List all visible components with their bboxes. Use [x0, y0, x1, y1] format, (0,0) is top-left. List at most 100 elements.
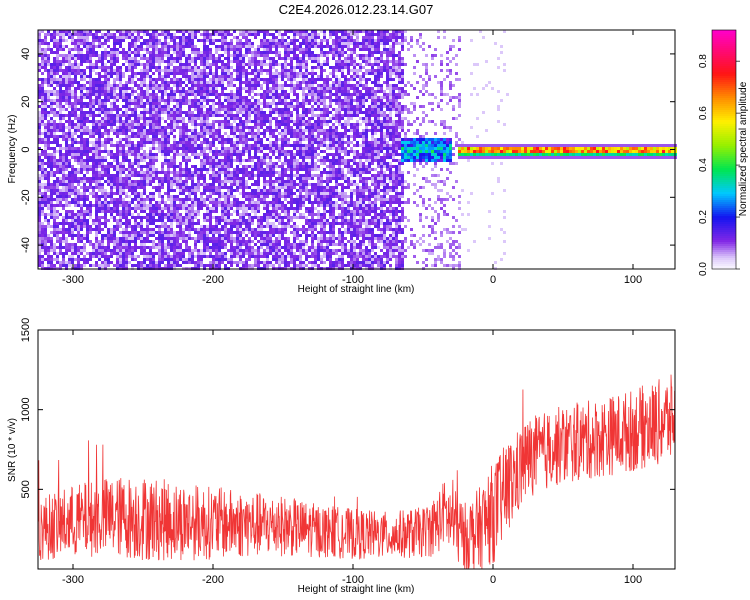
- spectrogram-cell: [170, 246, 173, 249]
- spectrogram-cell: [224, 33, 227, 36]
- spectrogram-cell: [236, 210, 239, 213]
- spectrogram-cell: [200, 228, 203, 231]
- spectrogram-cell: [212, 87, 215, 90]
- spectrogram-cell: [83, 126, 86, 129]
- spectrogram-cell: [200, 195, 203, 198]
- spectrogram-cell: [86, 42, 89, 45]
- spectrogram-cell: [185, 135, 188, 138]
- spectrogram-cell: [227, 192, 230, 195]
- spectrogram-cell: [179, 201, 182, 204]
- spectrogram-cell: [224, 156, 227, 159]
- spectrogram-cell: [203, 33, 206, 36]
- spectrogram-cell: [113, 120, 116, 123]
- spectrogram-cell: [224, 132, 227, 135]
- spectrogram-cell: [254, 126, 257, 129]
- spectrogram-cell: [86, 144, 89, 147]
- spectrogram-cell: [56, 180, 59, 183]
- spectrogram-cell: [251, 42, 254, 45]
- spectrogram-cell: [92, 141, 95, 144]
- spectrogram-cell: [38, 258, 41, 261]
- spectrogram-cell: [218, 114, 221, 117]
- spectrogram-cell: [182, 54, 185, 57]
- spectrogram-cell: [254, 258, 257, 261]
- spectrogram-cell: [227, 219, 230, 222]
- spectrogram-cell: [158, 117, 161, 120]
- spectrogram-cell: [74, 258, 77, 261]
- spectrogram-cell: [260, 93, 263, 96]
- spectrogram-cell: [119, 120, 122, 123]
- spectrogram-cell: [137, 159, 140, 162]
- spectrogram-cell: [116, 201, 119, 204]
- spectrogram-cell: [119, 90, 122, 93]
- spectrogram-cell: [164, 213, 167, 216]
- spectrogram-cell: [239, 126, 242, 129]
- spectrogram-cell: [224, 234, 227, 237]
- spectrogram-cell: [212, 138, 215, 141]
- spectrogram-cell: [170, 120, 173, 123]
- spectrogram-cell: [164, 105, 167, 108]
- spectrogram-cell: [212, 159, 215, 162]
- spectrogram-cell: [107, 99, 110, 102]
- spectrogram-cell: [137, 63, 140, 66]
- spectrogram-cell: [221, 261, 224, 264]
- spectrogram-cell: [230, 165, 233, 168]
- spectrogram-cell: [38, 183, 41, 186]
- spectrogram-cell: [140, 90, 143, 93]
- spectrogram-cell: [44, 105, 47, 108]
- spectrogram-cell: [110, 111, 113, 114]
- spectrogram-cell: [182, 117, 185, 120]
- spectrogram-cell: [131, 213, 134, 216]
- spectrogram-cell: [176, 141, 179, 144]
- spectrogram-cell: [242, 120, 245, 123]
- spectrogram-cell: [140, 117, 143, 120]
- spectrogram-cell: [188, 189, 191, 192]
- spectrogram-cell: [164, 204, 167, 207]
- spectrogram-cell: [158, 42, 161, 45]
- spectrogram-cell: [110, 75, 113, 78]
- spectrogram-cell: [164, 150, 167, 153]
- spectrogram-cell: [194, 57, 197, 60]
- spectrogram-cell: [38, 54, 41, 57]
- spectrogram-cell: [227, 69, 230, 72]
- spectrogram-cell: [50, 162, 53, 165]
- spectrogram-cell: [104, 216, 107, 219]
- spectrogram-cell: [101, 60, 104, 63]
- spectrogram-cell: [257, 180, 260, 183]
- spectrogram-cell: [194, 87, 197, 90]
- spectrogram-cell: [83, 114, 86, 117]
- spectrogram-cell: [266, 129, 269, 132]
- spectrogram-cell: [233, 60, 236, 63]
- spectrogram-cell: [194, 102, 197, 105]
- spectrogram-cell: [134, 180, 137, 183]
- spectrogram-cell: [227, 159, 230, 162]
- spectrogram-cell: [212, 99, 215, 102]
- spectrogram-cell: [119, 108, 122, 111]
- spectrogram-cell: [137, 120, 140, 123]
- spectrogram-cell: [185, 258, 188, 261]
- spectrogram-cell: [131, 207, 134, 210]
- spectrogram-cell: [59, 75, 62, 78]
- spectrogram-cell: [98, 129, 101, 132]
- spectrogram-cell: [164, 138, 167, 141]
- spectrogram-cell: [188, 198, 191, 201]
- spectrogram-cell: [131, 63, 134, 66]
- spectrogram-cell: [203, 81, 206, 84]
- spectrogram-cell: [257, 177, 260, 180]
- spectrogram-cell: [86, 57, 89, 60]
- spectrogram-cell: [245, 105, 248, 108]
- spectrogram-cell: [206, 231, 209, 234]
- spectrogram-cell: [194, 135, 197, 138]
- spectrogram-cell: [65, 159, 68, 162]
- spectrogram-cell: [242, 81, 245, 84]
- spectrogram-cell: [263, 102, 266, 105]
- spectrogram-cell: [251, 90, 254, 93]
- spectrogram-cell: [77, 180, 80, 183]
- spectrogram-cell: [221, 186, 224, 189]
- spectrogram-cell: [161, 108, 164, 111]
- spectrogram-cell: [113, 198, 116, 201]
- spectrogram-cell: [110, 237, 113, 240]
- spectrogram-cell: [89, 252, 92, 255]
- spectrogram-cell: [101, 144, 104, 147]
- spectrogram-cell: [116, 252, 119, 255]
- spectrogram-cell: [77, 99, 80, 102]
